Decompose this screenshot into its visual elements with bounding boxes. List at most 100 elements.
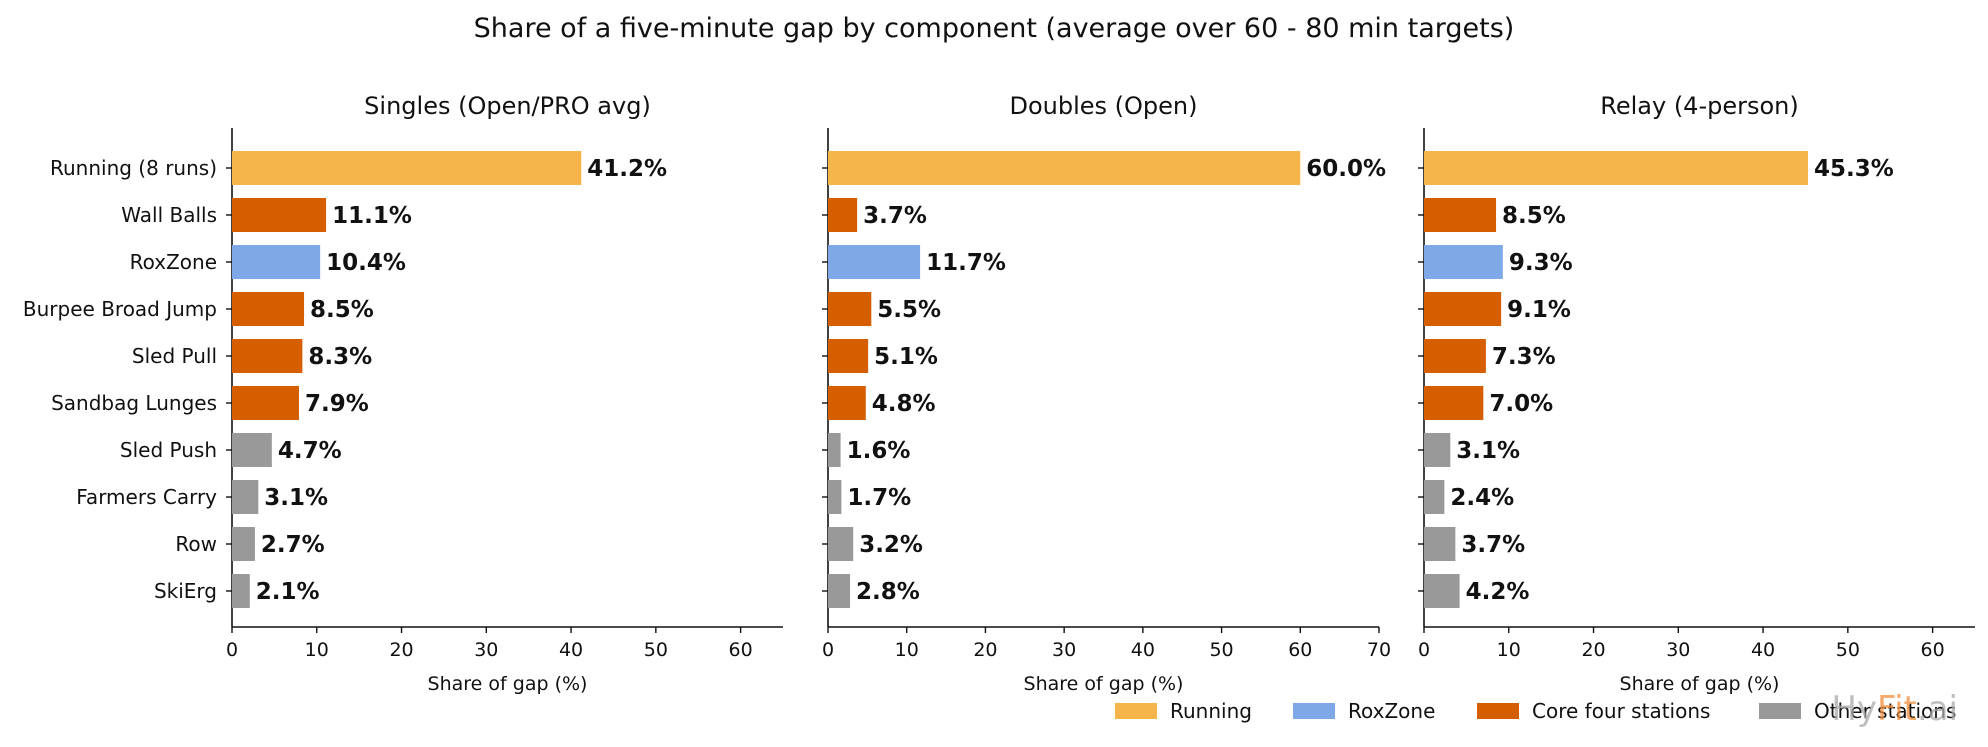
data-label: 7.9% — [305, 391, 369, 417]
bar — [1424, 574, 1460, 608]
x-tick-label: 50 — [644, 639, 668, 661]
data-label: 60.0% — [1306, 156, 1386, 182]
bar — [232, 339, 303, 373]
x-tick-label: 10 — [895, 639, 919, 661]
panel-2: Doubles (Open) 60.0% 3.7% 11.7% 5.5% 5.1% 4.8%… — [822, 92, 1391, 695]
x-tick-label: 20 — [973, 639, 997, 661]
x-tick-label: 40 — [559, 639, 583, 661]
data-label: 3.2% — [859, 532, 923, 558]
bar — [232, 386, 299, 420]
category-label: Running (8 runs) — [50, 156, 217, 180]
legend-swatch — [1293, 703, 1335, 719]
x-tick-label: 0 — [1418, 639, 1430, 661]
legend-swatch — [1759, 703, 1801, 719]
data-label: 8.5% — [310, 297, 374, 323]
data-label: 5.1% — [874, 344, 938, 370]
legend-swatch — [1477, 703, 1519, 719]
panel-3: Relay (4-person) 45.3% 8.5% 9.3% 9.1% 7.3% 7.0… — [1418, 92, 1975, 695]
category-label: Burpee Broad Jump — [23, 297, 217, 321]
x-tick-label: 30 — [1666, 639, 1690, 661]
category-label: Sandbag Lunges — [51, 391, 217, 415]
chart-legend: Running RoxZone Core four stations Other st… — [1115, 699, 1956, 723]
data-label: 5.5% — [877, 297, 941, 323]
panel-1: Singles (Open/PRO avg) 41.2% Running (8 ru… — [23, 92, 783, 695]
category-label: SkiErg — [154, 579, 217, 603]
bar — [232, 292, 305, 326]
data-label: 8.5% — [1502, 203, 1566, 229]
x-axis-label: Share of gap (%) — [428, 673, 588, 695]
bar — [828, 527, 854, 561]
x-tick-label: 20 — [389, 639, 413, 661]
x-tick-label: 10 — [1497, 639, 1521, 661]
panel-title: Doubles (Open) — [1009, 92, 1197, 120]
bar — [828, 198, 858, 232]
x-tick-label: 10 — [305, 639, 329, 661]
x-tick-label: 40 — [1131, 639, 1155, 661]
category-label: Wall Balls — [121, 203, 217, 227]
data-label: 10.4% — [326, 250, 406, 276]
data-label: 3.1% — [1456, 438, 1520, 464]
x-tick-label: 40 — [1751, 639, 1775, 661]
x-tick-label: 70 — [1367, 639, 1391, 661]
x-axis-label: Share of gap (%) — [1620, 673, 1780, 695]
x-tick-label: 20 — [1581, 639, 1605, 661]
x-tick-label: 60 — [1921, 639, 1945, 661]
bar — [232, 527, 255, 561]
data-label: 9.3% — [1509, 250, 1573, 276]
bar — [1424, 339, 1486, 373]
watermark-part: Fit — [1877, 689, 1917, 729]
data-label: 4.7% — [278, 438, 342, 464]
x-tick-label: 60 — [1288, 639, 1312, 661]
bar — [828, 480, 842, 514]
watermark-part: Hy — [1831, 689, 1877, 729]
bar — [1424, 480, 1445, 514]
bar — [828, 386, 866, 420]
data-label: 8.3% — [308, 344, 372, 370]
watermark-logo: HyFit.ai — [1831, 689, 1958, 729]
bar — [828, 292, 872, 326]
bar — [1424, 151, 1809, 185]
x-tick-label: 60 — [729, 639, 753, 661]
bar — [232, 245, 321, 279]
panel-title: Singles (Open/PRO avg) — [364, 92, 651, 120]
data-label: 11.1% — [332, 203, 412, 229]
category-label: Sled Pull — [132, 344, 217, 368]
data-label: 7.0% — [1489, 391, 1553, 417]
x-tick-label: 30 — [474, 639, 498, 661]
category-label: RoxZone — [130, 250, 217, 274]
bar — [1424, 245, 1503, 279]
data-label: 3.7% — [863, 203, 927, 229]
data-label: 41.2% — [587, 156, 667, 182]
data-label: 2.4% — [1450, 485, 1514, 511]
data-label: 4.2% — [1466, 579, 1530, 605]
bar — [1424, 433, 1451, 467]
x-tick-label: 30 — [1052, 639, 1076, 661]
bar — [1424, 198, 1497, 232]
bar — [232, 151, 582, 185]
legend-swatch — [1115, 703, 1157, 719]
bar — [1424, 386, 1484, 420]
category-label: Row — [175, 532, 217, 556]
category-label: Farmers Carry — [76, 485, 217, 509]
x-tick-label: 50 — [1209, 639, 1233, 661]
legend-label: Other stations — [1814, 699, 1956, 723]
chart-title: Share of a five-minute gap by component … — [474, 13, 1515, 44]
x-tick-label: 0 — [226, 639, 238, 661]
bar — [232, 574, 250, 608]
bar — [232, 198, 327, 232]
data-label: 2.1% — [256, 579, 320, 605]
bar — [828, 151, 1301, 185]
data-label: 7.3% — [1492, 344, 1556, 370]
legend-label: Running — [1170, 699, 1252, 723]
bar — [828, 433, 841, 467]
bar — [232, 480, 259, 514]
data-label: 2.8% — [856, 579, 920, 605]
x-axis-label: Share of gap (%) — [1024, 673, 1184, 695]
data-label: 3.7% — [1461, 532, 1525, 558]
bar — [1424, 292, 1502, 326]
data-label: 1.6% — [847, 438, 911, 464]
bar — [828, 574, 851, 608]
bar — [232, 433, 272, 467]
x-tick-label: 0 — [822, 639, 834, 661]
